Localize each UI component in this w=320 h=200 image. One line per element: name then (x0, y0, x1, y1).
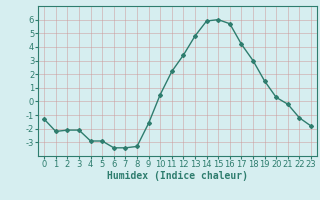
X-axis label: Humidex (Indice chaleur): Humidex (Indice chaleur) (107, 171, 248, 181)
